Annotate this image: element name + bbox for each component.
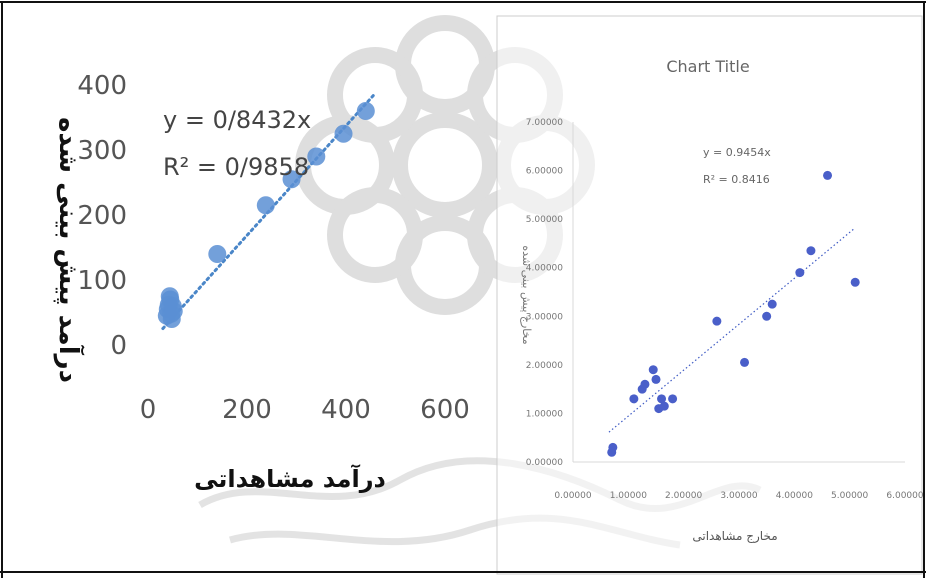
right-y-tick-label: 7.00000 bbox=[526, 118, 563, 128]
right-data-point bbox=[795, 268, 805, 278]
left-points bbox=[157, 102, 375, 328]
right-points bbox=[607, 170, 860, 457]
left-y-tick-label: 400 bbox=[77, 71, 127, 101]
left-x-tick-label: 0 bbox=[140, 395, 157, 425]
right-data-point bbox=[806, 246, 816, 256]
left-data-point bbox=[334, 124, 353, 143]
left-data-point bbox=[307, 147, 326, 166]
right-data-point bbox=[823, 170, 833, 180]
right-data-point bbox=[740, 357, 750, 367]
left-x-tick-label: 400 bbox=[321, 395, 371, 425]
right-data-point bbox=[668, 394, 678, 404]
right-data-point bbox=[657, 394, 667, 404]
right-y-axis-title: مخارج پیش بینی شده bbox=[520, 245, 533, 344]
left-data-point bbox=[160, 287, 179, 306]
left-y-tick-labels: 0 100 200 300 400 bbox=[77, 71, 127, 361]
left-y-tick-label: 300 bbox=[77, 136, 127, 166]
right-y-tick-label: 1.00000 bbox=[526, 409, 563, 419]
left-r-squared: R² = 0/9858 bbox=[163, 153, 309, 181]
left-y-tick-label: 200 bbox=[77, 201, 127, 231]
right-x-tick-label: 5.00000 bbox=[831, 491, 868, 501]
right-trendline bbox=[608, 227, 856, 433]
right-trendline-path bbox=[608, 227, 856, 433]
left-data-point bbox=[208, 245, 227, 263]
right-y-tick-label: 5.00000 bbox=[526, 215, 563, 225]
left-y-tick-label: 100 bbox=[77, 266, 127, 296]
right-y-tick-label: 2.00000 bbox=[526, 361, 563, 371]
left-x-tick-label: 600 bbox=[420, 395, 470, 425]
left-x-axis-title: درآمد مشاهداتی bbox=[194, 464, 386, 493]
right-y-tick-label: 4.00000 bbox=[526, 264, 563, 274]
right-x-tick-label: 1.00000 bbox=[610, 491, 647, 501]
right-axis-lines bbox=[572, 122, 905, 463]
left-equation: y = 0/8432x bbox=[163, 106, 311, 134]
right-data-point bbox=[648, 365, 658, 375]
right-y-tick-label: 3.00000 bbox=[526, 312, 563, 322]
right-data-point bbox=[640, 379, 650, 389]
right-data-point bbox=[712, 316, 722, 326]
right-equation: y = 0.9454x bbox=[703, 146, 771, 159]
left-data-point bbox=[256, 196, 275, 215]
left-y-axis-title: درآمد پیش بینی شده bbox=[53, 117, 85, 383]
right-y-tick-label: 6.00000 bbox=[526, 167, 563, 177]
right-data-point bbox=[651, 374, 661, 384]
right-x-tick-label: 3.00000 bbox=[720, 491, 757, 501]
right-x-tick-label: 2.00000 bbox=[665, 491, 702, 501]
right-x-tick-label: 0.00000 bbox=[554, 491, 591, 501]
right-x-tick-label: 4.00000 bbox=[776, 491, 813, 501]
right-chart-frame bbox=[496, 15, 923, 575]
left-y-tick-label: 0 bbox=[110, 331, 127, 361]
left-data-point bbox=[356, 102, 375, 120]
right-data-point bbox=[629, 394, 639, 404]
left-data-point bbox=[282, 170, 301, 189]
right-x-tick-labels: 0.00000 1.00000 2.00000 3.00000 4.00000 5.000… bbox=[554, 491, 923, 501]
right-x-tick-label: 6.00000 bbox=[886, 491, 923, 501]
left-data-point bbox=[162, 310, 181, 328]
right-data-point bbox=[608, 442, 618, 452]
left-scatter-chart: 0 100 200 300 400 0 200 400 600 y = 0/8432x R² … bbox=[53, 71, 470, 493]
right-chart-title: Chart Title bbox=[666, 57, 749, 76]
right-y-tick-labels: 0.00000 1.00000 2.00000 3.00000 4.00000 5.000… bbox=[526, 118, 563, 468]
right-x-axis-title: مخارج مشاهداتی bbox=[692, 529, 777, 544]
left-x-tick-label: 200 bbox=[222, 395, 272, 425]
right-data-point bbox=[767, 299, 777, 309]
right-data-point bbox=[762, 311, 772, 321]
right-y-tick-label: 0.00000 bbox=[526, 458, 563, 468]
right-data-point bbox=[659, 401, 669, 411]
right-r-squared: R² = 0.8416 bbox=[703, 173, 770, 186]
right-data-point bbox=[850, 277, 860, 287]
left-x-tick-labels: 0 200 400 600 bbox=[140, 395, 470, 425]
right-scatter-chart: Chart Title 0.00000 1.00000 2.00000 3.00000… bbox=[496, 15, 924, 575]
